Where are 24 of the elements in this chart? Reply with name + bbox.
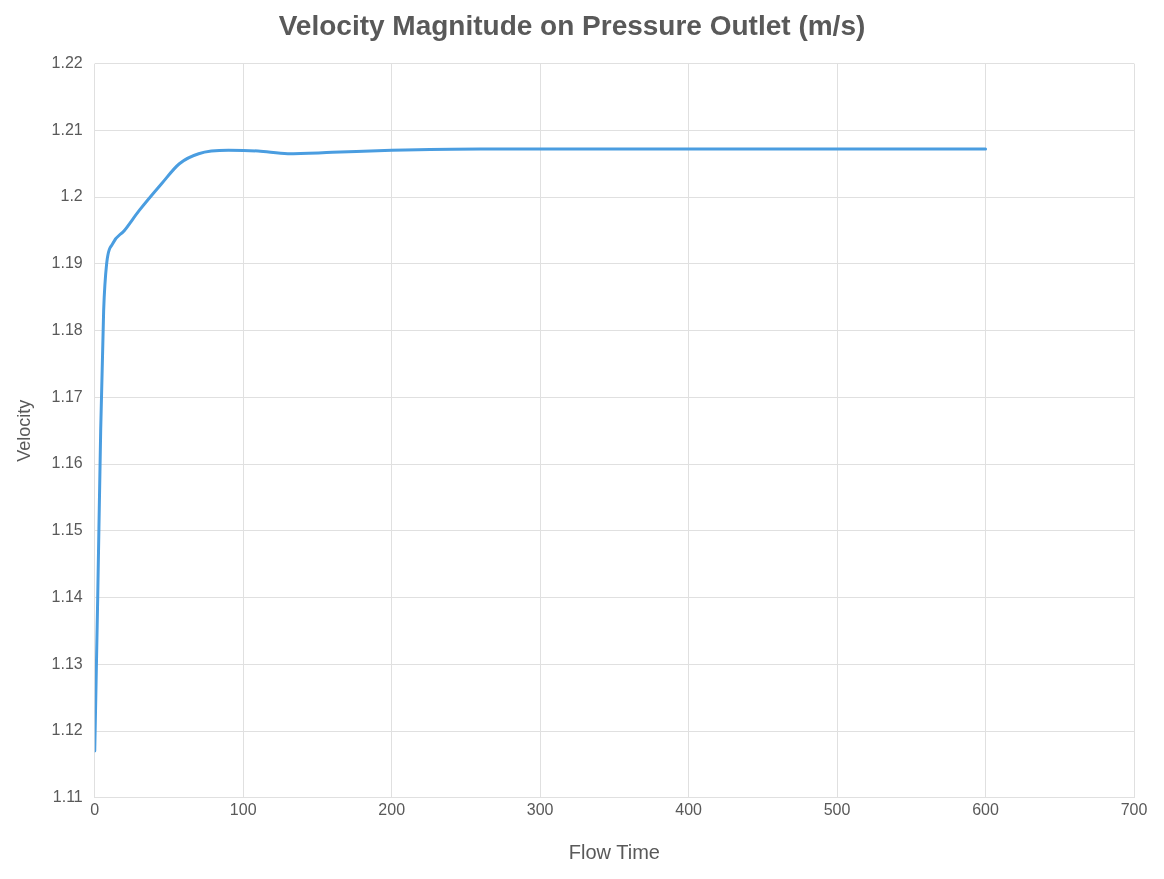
x-axis-title: Flow Time — [568, 840, 660, 863]
y-tick-label: 1.13 — [51, 654, 83, 672]
x-tick-label: 700 — [1120, 800, 1148, 818]
y-tick-label: 1.15 — [51, 521, 83, 539]
y-tick-label: 1.12 — [51, 721, 83, 739]
x-tick-label: 300 — [526, 800, 554, 818]
line-series — [94, 147, 988, 753]
y-tick-label: 1.16 — [51, 454, 83, 472]
y-tick-label: 1.17 — [51, 387, 83, 405]
x-tick-label: 100 — [229, 800, 257, 818]
chart-title: Velocity Magnitude on Pressure Outlet (m/s) — [278, 9, 866, 41]
y-tick-label: 1.21 — [51, 120, 83, 138]
y-axis-title: Velocity — [13, 399, 34, 462]
x-tick-label: 200 — [378, 800, 406, 818]
y-tick-label: 1.22 — [51, 54, 83, 72]
y-tick-label: 1.19 — [51, 254, 83, 272]
x-tick-label: 500 — [823, 800, 851, 818]
y-tick-label: 1.14 — [51, 587, 83, 605]
y-tick-label: 1.11 — [52, 788, 83, 806]
x-tick-label: 0 — [90, 800, 100, 818]
y-tick-label: 1.18 — [51, 320, 83, 338]
y-tick-label: 1.2 — [60, 187, 83, 205]
x-tick-label: 400 — [675, 800, 703, 818]
x-tick-label: 600 — [972, 800, 999, 818]
